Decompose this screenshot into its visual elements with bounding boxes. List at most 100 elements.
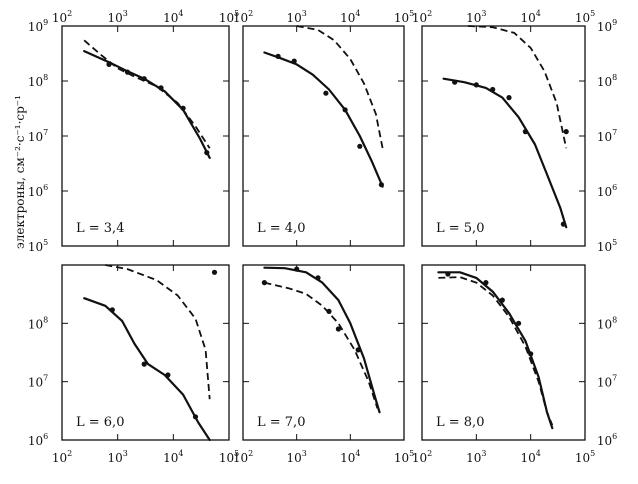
y-tick-label: 105	[597, 238, 617, 254]
data-point	[141, 76, 147, 82]
x-tick-label: 105	[394, 9, 414, 25]
panel-3: 102 103 104 105 105 106 107 108 109 L = 5,0	[412, 9, 617, 254]
panel-frame	[61, 264, 230, 441]
panel-frame	[421, 25, 586, 247]
y-tick-label: 106	[597, 183, 617, 199]
y-axis-label: электроны, см⁻²·с⁻¹·ср⁻¹	[13, 95, 27, 249]
dashed-series-line	[105, 264, 211, 400]
panel-frame	[61, 25, 230, 247]
solid-series-line	[83, 50, 211, 159]
panel-label: L = 8,0	[436, 415, 484, 430]
panel-label: L = 5,0	[436, 221, 484, 236]
data-point	[378, 182, 384, 188]
data-point	[211, 269, 218, 275]
x-tick-label: 104	[340, 449, 360, 465]
data-point	[180, 105, 186, 111]
x-tick-label: 105	[219, 9, 239, 25]
solid-series-line	[263, 266, 381, 414]
data-point	[335, 326, 341, 332]
data-point	[326, 308, 332, 314]
panel-label: L = 4,0	[257, 221, 305, 236]
panel-label: L = 6,0	[76, 415, 124, 430]
data-point	[141, 361, 147, 367]
data-point	[124, 69, 131, 75]
y-tick-label: 108	[28, 315, 48, 331]
y-tick-label: 107	[28, 374, 48, 390]
x-tick-label: 105	[575, 449, 595, 465]
data-point	[445, 271, 451, 277]
y-tick-label: 109	[597, 18, 617, 34]
dashed-series-line	[83, 39, 211, 149]
dashed-series-line	[438, 276, 554, 426]
x-tick-label: 103	[107, 449, 127, 465]
data-point	[294, 266, 300, 272]
panel-5: 102 103 104 105 L = 7,0	[233, 264, 414, 465]
data-point	[109, 307, 115, 313]
panel-1: 102 103 104 105 105 106 107 108 109 L = 3,4	[28, 9, 239, 254]
y-tick-label: 106	[28, 432, 48, 448]
x-tick-label: 103	[466, 9, 486, 25]
data-point	[291, 58, 297, 64]
y-tick-label: 106	[28, 183, 48, 199]
y-tick-label: 108	[28, 73, 48, 89]
dashed-series-line	[296, 25, 384, 149]
y-tick-label: 109	[28, 18, 48, 34]
solid-series-line	[442, 77, 568, 229]
x-tick-label: 103	[286, 449, 306, 465]
x-tick-label: 104	[520, 449, 540, 465]
x-tick-label: 104	[520, 9, 540, 25]
panel-2: 102 103 104 105 L = 4,0	[233, 9, 414, 247]
data-point	[522, 129, 529, 135]
data-point	[315, 275, 321, 281]
x-tick-label: 102	[412, 9, 432, 25]
y-tick-label: 107	[597, 374, 617, 390]
data-point	[452, 79, 458, 85]
solid-series-line	[263, 51, 384, 188]
x-tick-label: 105	[219, 449, 239, 465]
x-tick-label: 105	[575, 9, 595, 25]
solid-series-line	[437, 271, 554, 430]
x-tick-label: 104	[340, 9, 360, 25]
x-tick-label: 102	[233, 9, 253, 25]
x-tick-label: 102	[233, 449, 253, 465]
dashed-series-line	[264, 281, 379, 409]
x-tick-label: 103	[286, 9, 306, 25]
y-tick-label: 107	[28, 128, 48, 144]
data-point	[275, 53, 281, 60]
data-point	[490, 86, 496, 93]
data-point	[563, 129, 569, 135]
data-point	[355, 347, 361, 353]
x-tick-label: 102	[52, 9, 72, 25]
data-point	[506, 95, 512, 101]
x-tick-label: 102	[412, 449, 432, 465]
data-point	[342, 107, 348, 113]
data-point	[560, 221, 567, 227]
panel-label: L = 7,0	[257, 415, 305, 430]
data-point	[528, 351, 534, 357]
x-tick-label: 102	[52, 449, 72, 465]
panel-label: L = 3,4	[76, 221, 124, 236]
y-tick-label: 108	[597, 315, 617, 331]
y-tick-label: 105	[28, 238, 48, 254]
data-point	[473, 82, 479, 88]
data-point	[261, 280, 267, 286]
y-tick-label: 106	[597, 432, 617, 448]
data-point	[204, 150, 210, 156]
y-tick-label: 107	[597, 128, 617, 144]
data-point	[483, 280, 489, 286]
x-tick-label: 103	[107, 9, 127, 25]
data-point	[499, 297, 505, 303]
data-point	[165, 372, 171, 378]
data-point	[192, 414, 199, 420]
x-tick-label: 104	[163, 9, 183, 25]
x-tick-label: 104	[163, 449, 183, 465]
x-tick-label: 103	[466, 449, 486, 465]
data-point	[357, 143, 363, 149]
data-point	[323, 90, 329, 96]
data-point	[158, 85, 164, 91]
data-point	[106, 61, 112, 67]
panel-frame	[242, 264, 405, 441]
